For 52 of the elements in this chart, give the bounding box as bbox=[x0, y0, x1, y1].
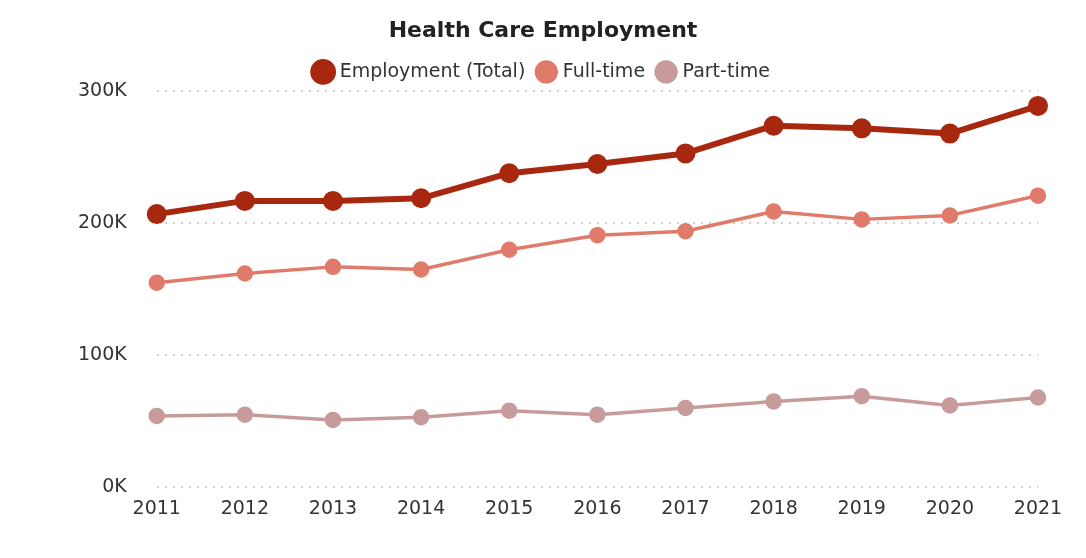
y-tick-label: 300K bbox=[77, 78, 128, 101]
point bbox=[148, 274, 165, 291]
point bbox=[589, 406, 606, 423]
point bbox=[500, 402, 518, 419]
point bbox=[941, 207, 959, 224]
point bbox=[1029, 389, 1047, 406]
y-tick-label: 0K bbox=[102, 474, 128, 497]
x-tick-label: 2017 bbox=[661, 495, 710, 518]
point bbox=[1029, 187, 1047, 204]
y-tick-label: 100K bbox=[77, 342, 128, 365]
point bbox=[765, 393, 782, 410]
point bbox=[587, 153, 608, 174]
legend-label: Part-time bbox=[682, 58, 770, 81]
point bbox=[500, 241, 518, 258]
point bbox=[675, 143, 696, 164]
point bbox=[853, 387, 870, 405]
point bbox=[412, 409, 430, 426]
point bbox=[941, 397, 959, 414]
point bbox=[148, 407, 165, 425]
x-tick-label: 2016 bbox=[573, 495, 622, 518]
point bbox=[589, 226, 606, 244]
point bbox=[322, 190, 343, 211]
point bbox=[853, 211, 870, 228]
point bbox=[236, 406, 254, 423]
point bbox=[765, 203, 782, 220]
chart-title: Health Care Employment bbox=[388, 16, 698, 42]
x-tick-label: 2012 bbox=[220, 495, 270, 518]
point bbox=[234, 190, 255, 211]
legend-label: Full-time bbox=[562, 58, 646, 81]
point bbox=[851, 118, 872, 139]
y-tick-label: 200K bbox=[77, 210, 128, 233]
point bbox=[324, 258, 342, 276]
point bbox=[763, 115, 784, 136]
point bbox=[411, 188, 432, 209]
x-tick-label: 2020 bbox=[925, 495, 975, 518]
x-tick-label: 2018 bbox=[749, 495, 798, 518]
x-tick-label: 2019 bbox=[837, 495, 886, 518]
x-tick-label: 2014 bbox=[396, 495, 446, 518]
x-tick-label: 2011 bbox=[132, 495, 181, 518]
x-tick-label: 2013 bbox=[308, 495, 358, 518]
point bbox=[677, 223, 694, 240]
x-tick-label: 2021 bbox=[1013, 495, 1063, 518]
point bbox=[146, 204, 167, 225]
point bbox=[677, 399, 694, 417]
x-tick-label: 2015 bbox=[485, 495, 534, 518]
point bbox=[236, 265, 254, 282]
point bbox=[324, 411, 342, 429]
point bbox=[499, 163, 520, 184]
point bbox=[939, 123, 960, 144]
point bbox=[412, 261, 430, 278]
legend-label: Employment (Total) bbox=[339, 58, 526, 81]
point bbox=[1028, 95, 1048, 116]
